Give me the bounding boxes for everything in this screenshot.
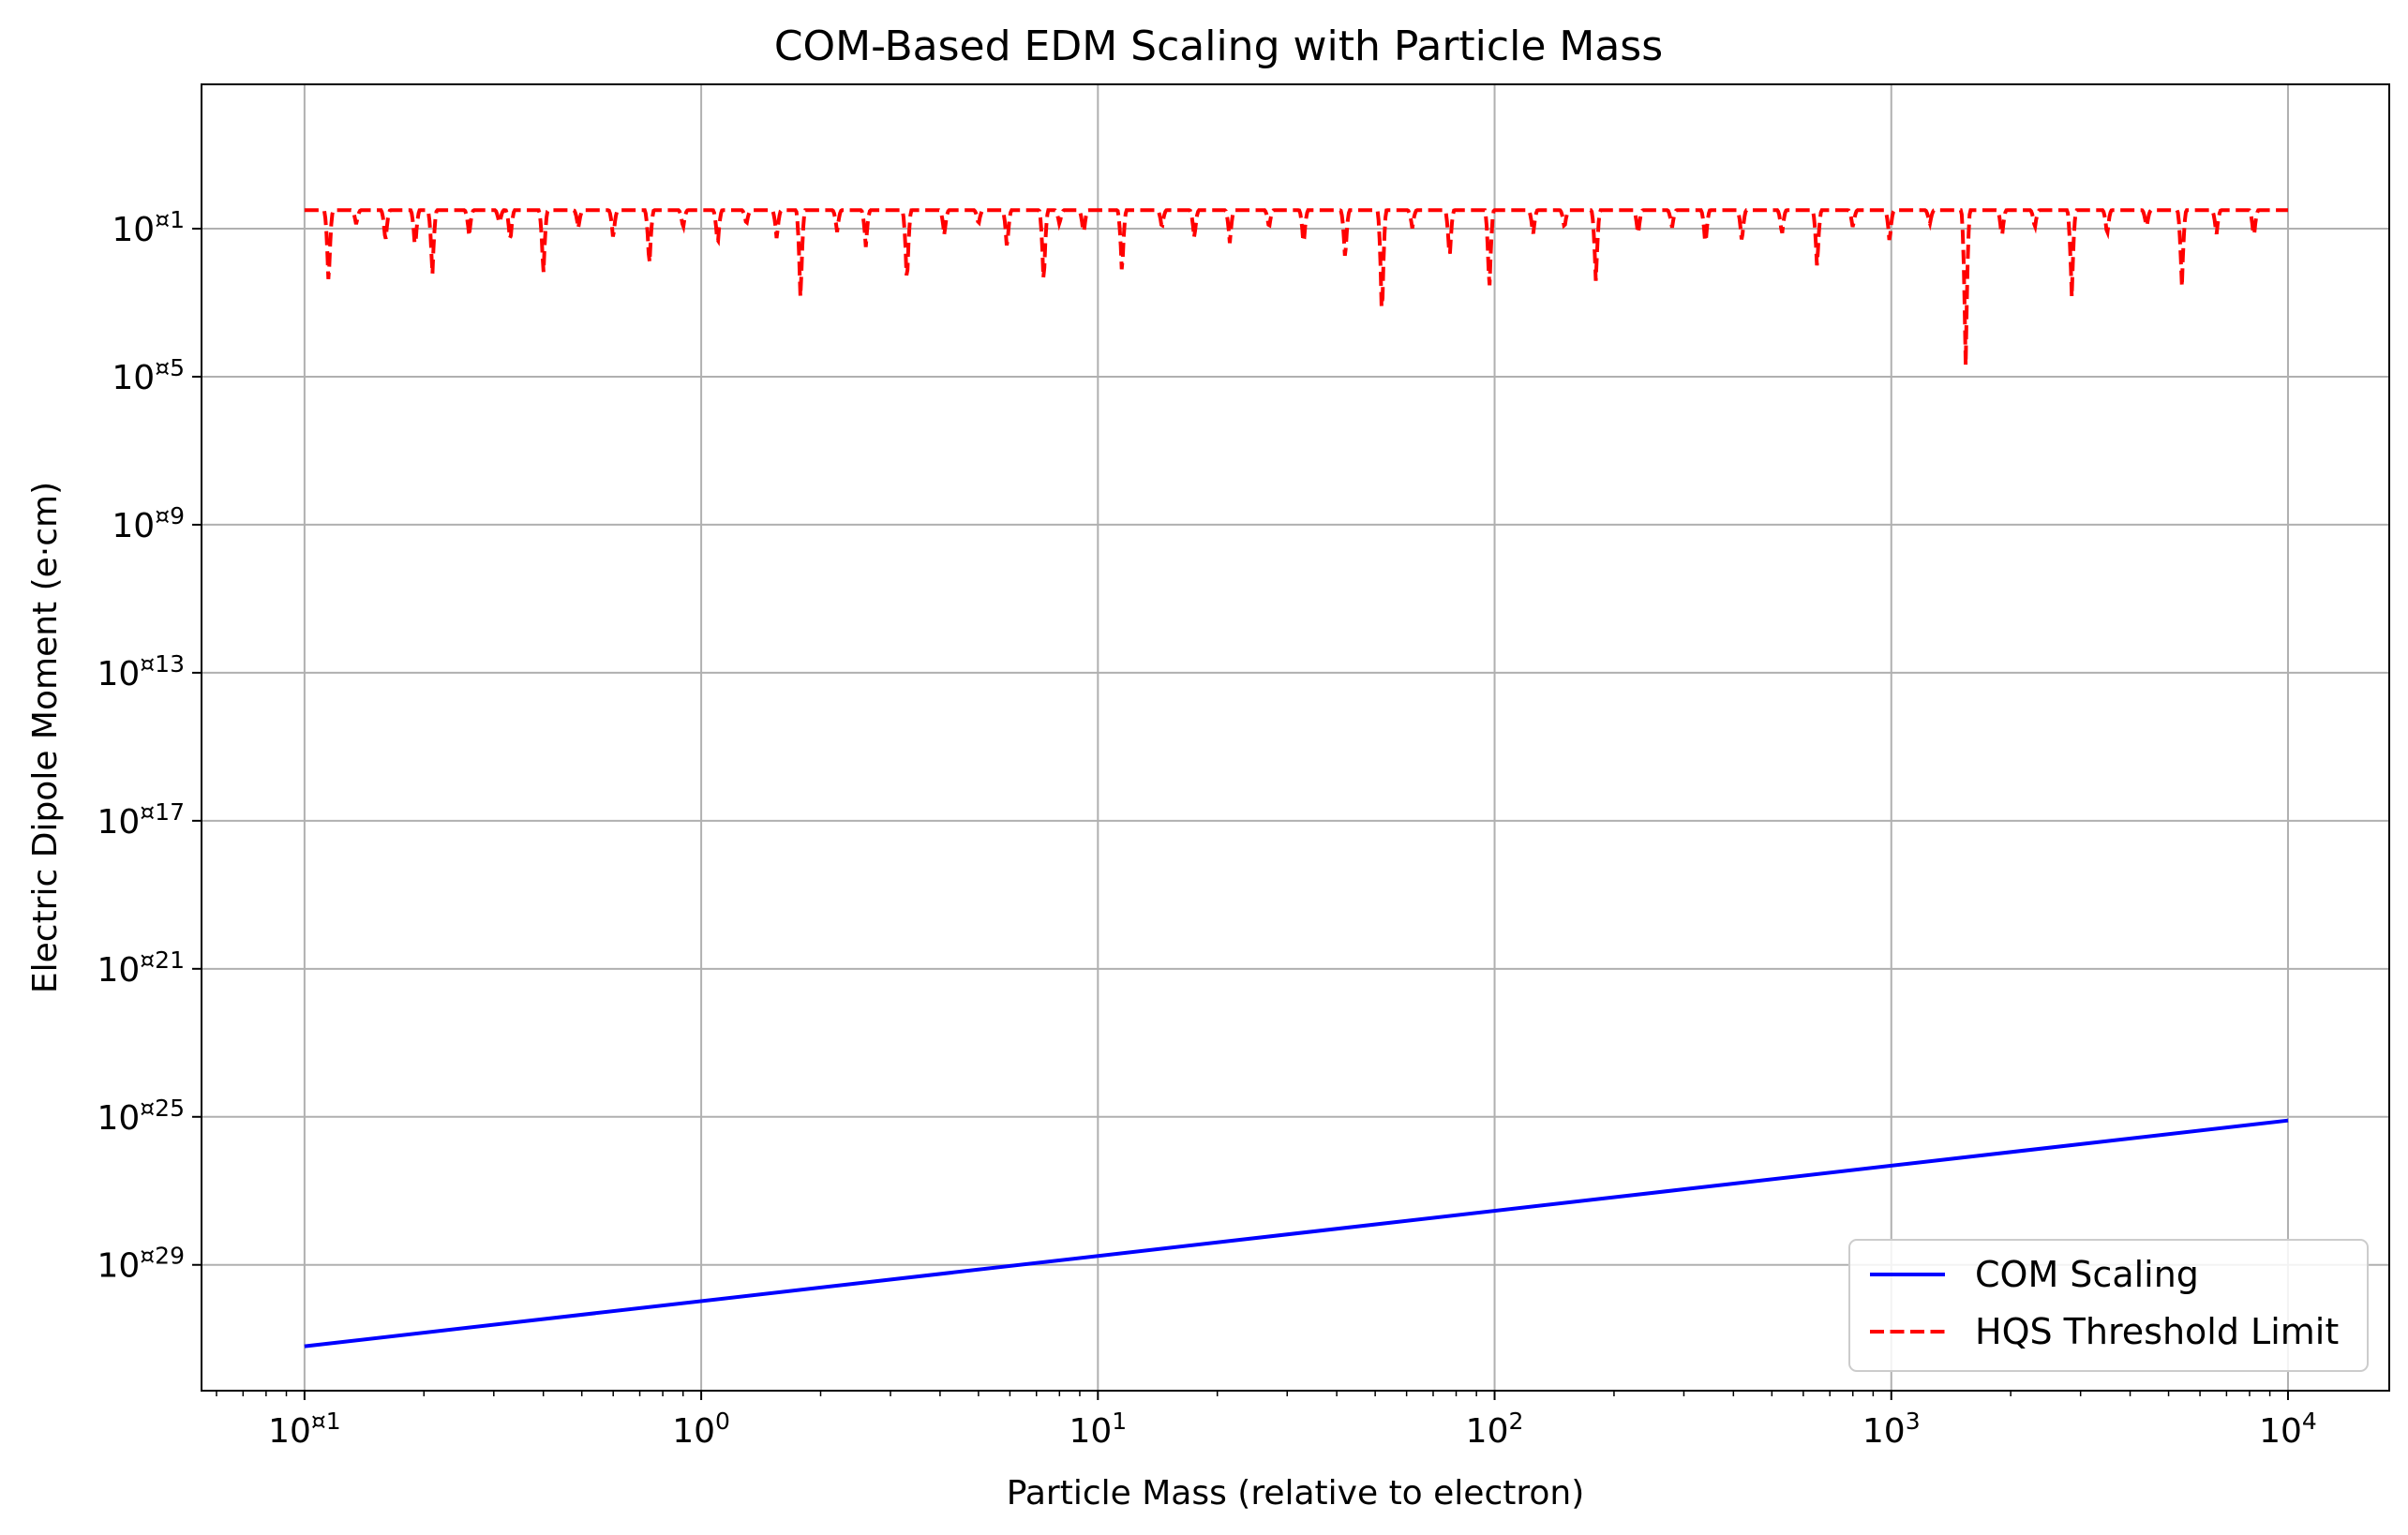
series-layer (304, 208, 2289, 1349)
x-axis-label: Particle Mass (relative to electron) (1007, 1474, 1585, 1513)
y-tick-label: 10¤21 (97, 946, 185, 990)
x-tick-label: 103 (1862, 1408, 1921, 1451)
legend-label-hqs-threshold: HQS Threshold Limit (1975, 1311, 2339, 1352)
x-tick-label: 102 (1466, 1408, 1524, 1451)
legend-label-com-scaling: COM Scaling (1975, 1254, 2199, 1295)
legend-box (1848, 1239, 2369, 1372)
y-tick-label: 10¤5 (112, 354, 185, 397)
y-tick-label: 10¤17 (97, 798, 185, 842)
series-hqs-threshold-line (304, 208, 2288, 365)
chart-title: COM-Based EDM Scaling with Particle Mass (774, 22, 1663, 70)
legend: COM Scaling HQS Threshold Limit (1848, 1239, 2369, 1372)
ticks (192, 228, 2289, 1400)
x-tick-label: 10¤1 (268, 1408, 341, 1451)
y-tick-label: 10¤13 (97, 650, 185, 693)
x-tick-label: 100 (672, 1408, 730, 1451)
y-tick-label: 10¤25 (97, 1095, 185, 1138)
y-tick-label: 10¤1 (112, 206, 185, 249)
tick-labels: 10¤1 100 101 102 103 104 10¤1 10¤5 10¤9 10¤13 10¤1… (97, 206, 2316, 1451)
plot-area-frame (201, 83, 2390, 1392)
x-tick-label: 104 (2259, 1408, 2317, 1451)
grid (202, 84, 2389, 1391)
y-axis-label: Electric Dipole Moment (e·cm) (26, 482, 65, 993)
series-com-scaling-line (304, 1118, 2289, 1349)
y-tick-label: 10¤9 (112, 502, 185, 545)
x-tick-label: 101 (1069, 1408, 1127, 1451)
y-tick-label: 10¤29 (97, 1243, 185, 1286)
